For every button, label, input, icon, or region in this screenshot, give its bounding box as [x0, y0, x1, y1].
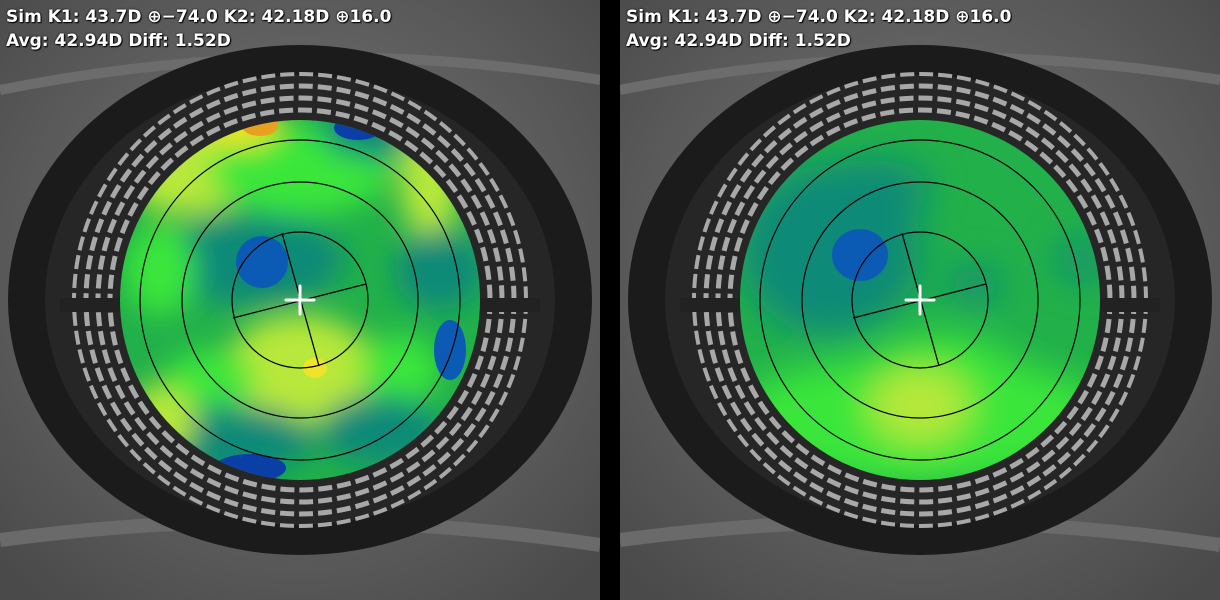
average-diff-readout: Avg: 42.94D Diff: 1.52D: [6, 31, 231, 51]
center-cross-icon: [284, 284, 316, 316]
curvature-map: [740, 120, 1100, 480]
topography-panel-right: Sim K1: 43.7D ⊕−74.0 K2: 42.18D ⊕16.0 Av…: [620, 0, 1220, 600]
keratometry-readout: Sim K1: 43.7D ⊕−74.0 K2: 42.18D ⊕16.0: [626, 7, 1012, 27]
zone-circles: [759, 139, 1081, 461]
zone-circles: [139, 139, 461, 461]
average-diff-readout: Avg: 42.94D Diff: 1.52D: [626, 31, 851, 51]
topography-panel-left: Sim K1: 43.7D ⊕−74.0 K2: 42.18D ⊕16.0 Av…: [0, 0, 600, 600]
panel-divider: [600, 0, 620, 600]
keratometry-readout: Sim K1: 43.7D ⊕−74.0 K2: 42.18D ⊕16.0: [6, 7, 392, 27]
eye-topography-map: [620, 0, 1220, 600]
eye-topography-map: [0, 0, 600, 600]
center-cross-icon: [904, 284, 936, 316]
